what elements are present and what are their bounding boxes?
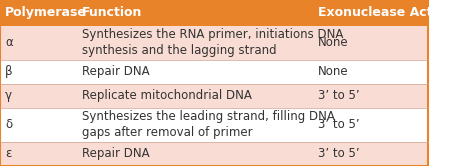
- FancyBboxPatch shape: [77, 142, 312, 166]
- FancyBboxPatch shape: [312, 84, 428, 108]
- FancyBboxPatch shape: [0, 0, 77, 26]
- FancyBboxPatch shape: [77, 108, 312, 142]
- Text: α: α: [5, 36, 13, 49]
- Text: ε: ε: [5, 147, 11, 160]
- Text: None: None: [318, 65, 348, 78]
- Text: β: β: [5, 65, 13, 78]
- FancyBboxPatch shape: [0, 60, 77, 84]
- Text: Replicate mitochondrial DNA: Replicate mitochondrial DNA: [82, 89, 252, 102]
- Text: Repair DNA: Repair DNA: [82, 147, 150, 160]
- Text: γ: γ: [5, 89, 12, 102]
- FancyBboxPatch shape: [0, 108, 77, 142]
- Text: 3’ to 5’: 3’ to 5’: [318, 89, 359, 102]
- Text: Synthesizes the leading strand, filling DNA
gaps after removal of primer: Synthesizes the leading strand, filling …: [82, 110, 335, 139]
- FancyBboxPatch shape: [312, 0, 428, 26]
- FancyBboxPatch shape: [77, 60, 312, 84]
- FancyBboxPatch shape: [0, 84, 77, 108]
- Text: Exonuclease Actvity: Exonuclease Actvity: [318, 6, 458, 19]
- FancyBboxPatch shape: [312, 26, 428, 60]
- Text: δ: δ: [5, 118, 12, 131]
- FancyBboxPatch shape: [312, 108, 428, 142]
- FancyBboxPatch shape: [312, 142, 428, 166]
- FancyBboxPatch shape: [77, 26, 312, 60]
- Text: 3’ to 5’: 3’ to 5’: [318, 147, 359, 160]
- FancyBboxPatch shape: [77, 84, 312, 108]
- FancyBboxPatch shape: [77, 0, 312, 26]
- Text: 3’ to 5’: 3’ to 5’: [318, 118, 359, 131]
- FancyBboxPatch shape: [0, 26, 77, 60]
- Text: Synthesizes the RNA primer, initiations DNA
synthesis and the lagging strand: Synthesizes the RNA primer, initiations …: [82, 28, 344, 57]
- Text: Function: Function: [82, 6, 143, 19]
- FancyBboxPatch shape: [0, 142, 77, 166]
- Text: Polymerase: Polymerase: [5, 6, 87, 19]
- Text: Repair DNA: Repair DNA: [82, 65, 150, 78]
- FancyBboxPatch shape: [312, 60, 428, 84]
- Text: None: None: [318, 36, 348, 49]
